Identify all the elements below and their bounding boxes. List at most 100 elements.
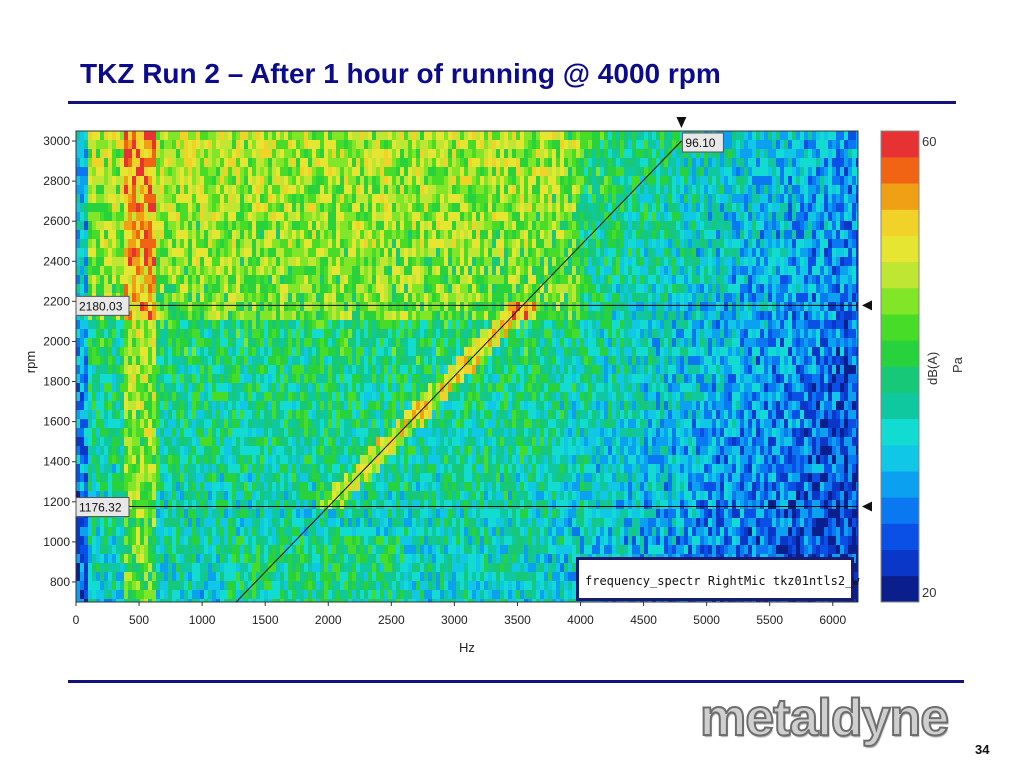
heatmap-cell — [456, 347, 461, 357]
heatmap-cell — [164, 302, 169, 312]
heatmap-cell — [428, 185, 433, 195]
heatmap-cell — [672, 311, 677, 321]
heatmap-cell — [716, 257, 721, 267]
heatmap-cell — [692, 320, 697, 330]
heatmap-cell — [192, 131, 197, 141]
heatmap-cell — [840, 329, 845, 339]
heatmap-cell — [148, 266, 153, 276]
heatmap-cell — [140, 176, 145, 186]
heatmap-cell — [788, 239, 793, 249]
heatmap-cell — [360, 212, 365, 222]
heatmap-cell — [248, 140, 253, 150]
heatmap-cell — [356, 329, 361, 339]
heatmap-cell — [776, 302, 781, 312]
heatmap-cell — [400, 203, 405, 213]
heatmap-cell — [160, 293, 165, 303]
heatmap-cell — [176, 185, 181, 195]
heatmap-cell — [604, 149, 609, 159]
heatmap-cell — [692, 338, 697, 348]
heatmap-cell — [372, 230, 377, 240]
heatmap-cell — [80, 140, 85, 150]
heatmap-cell — [516, 275, 521, 285]
heatmap-cell — [836, 167, 841, 177]
heatmap-cell — [580, 275, 585, 285]
heatmap-cell — [528, 203, 533, 213]
heatmap-cell — [304, 203, 309, 213]
heatmap-cell — [776, 320, 781, 330]
heatmap-cell — [248, 203, 253, 213]
heatmap-cell — [836, 347, 841, 357]
heatmap-cell — [476, 266, 481, 276]
heatmap-cell — [504, 131, 509, 141]
heatmap-cell — [684, 320, 689, 330]
heatmap-cell — [424, 230, 429, 240]
heatmap-cell — [848, 140, 853, 150]
heatmap-cell — [576, 293, 581, 303]
heatmap-cell — [280, 347, 285, 357]
heatmap-cell — [236, 266, 241, 276]
heatmap-cell — [140, 131, 145, 141]
heatmap-cell — [740, 338, 745, 348]
heatmap-cell — [92, 158, 97, 168]
heatmap-cell — [756, 275, 761, 285]
heatmap-cell — [620, 239, 625, 249]
heatmap-cell — [172, 338, 177, 348]
heatmap-cell — [824, 149, 829, 159]
heatmap-cell — [280, 338, 285, 348]
heatmap-cell — [324, 302, 329, 312]
heatmap-cell — [236, 203, 241, 213]
heatmap-cell — [796, 266, 801, 276]
heatmap-cell — [552, 239, 557, 249]
heatmap-cell — [292, 158, 297, 168]
heatmap-cell — [300, 176, 305, 186]
heatmap-cell — [96, 176, 101, 186]
heatmap-cell — [540, 131, 545, 141]
heatmap-cell — [828, 284, 833, 294]
heatmap-cell — [460, 338, 465, 348]
heatmap-cell — [552, 194, 557, 204]
heatmap-cell — [468, 293, 473, 303]
heatmap-cell — [236, 158, 241, 168]
heatmap-cell — [316, 203, 321, 213]
heatmap-cell — [152, 203, 157, 213]
heatmap-cell — [496, 293, 501, 303]
heatmap-cell — [812, 239, 817, 249]
heatmap-cell — [508, 140, 513, 150]
heatmap-cell — [700, 302, 705, 312]
heatmap-cell — [356, 293, 361, 303]
heatmap-cell — [400, 212, 405, 222]
heatmap-cell — [384, 248, 389, 258]
heatmap-cell — [488, 302, 493, 312]
heatmap-cell — [252, 140, 257, 150]
heatmap-cell — [824, 185, 829, 195]
heatmap-cell — [108, 248, 113, 258]
heatmap-cell — [780, 329, 785, 339]
heatmap-cell — [332, 356, 337, 366]
heatmap-cell — [644, 266, 649, 276]
heatmap-cell — [732, 212, 737, 222]
heatmap-cell — [420, 212, 425, 222]
heatmap-cell — [524, 203, 529, 213]
heatmap-cell — [792, 266, 797, 276]
heatmap-cell — [164, 257, 169, 267]
heatmap-cell — [184, 311, 189, 321]
heatmap-cell — [304, 239, 309, 249]
heatmap-cell — [80, 230, 85, 240]
heatmap-cell — [76, 212, 81, 222]
heatmap-cell — [428, 131, 433, 141]
heatmap-cell — [840, 212, 845, 222]
heatmap-cell — [416, 293, 421, 303]
heatmap-cell — [668, 284, 673, 294]
heatmap-cell — [124, 284, 129, 294]
heatmap-cell — [152, 176, 157, 186]
heatmap-cell — [208, 194, 213, 204]
heatmap-cell — [588, 194, 593, 204]
heatmap-cell — [776, 194, 781, 204]
heatmap-cell — [356, 140, 361, 150]
heatmap-cell — [288, 266, 293, 276]
heatmap-cell — [672, 338, 677, 348]
heatmap-cell — [380, 149, 385, 159]
heatmap-cell — [216, 320, 221, 330]
heatmap-cell — [240, 257, 245, 267]
heatmap-cell — [548, 329, 553, 339]
